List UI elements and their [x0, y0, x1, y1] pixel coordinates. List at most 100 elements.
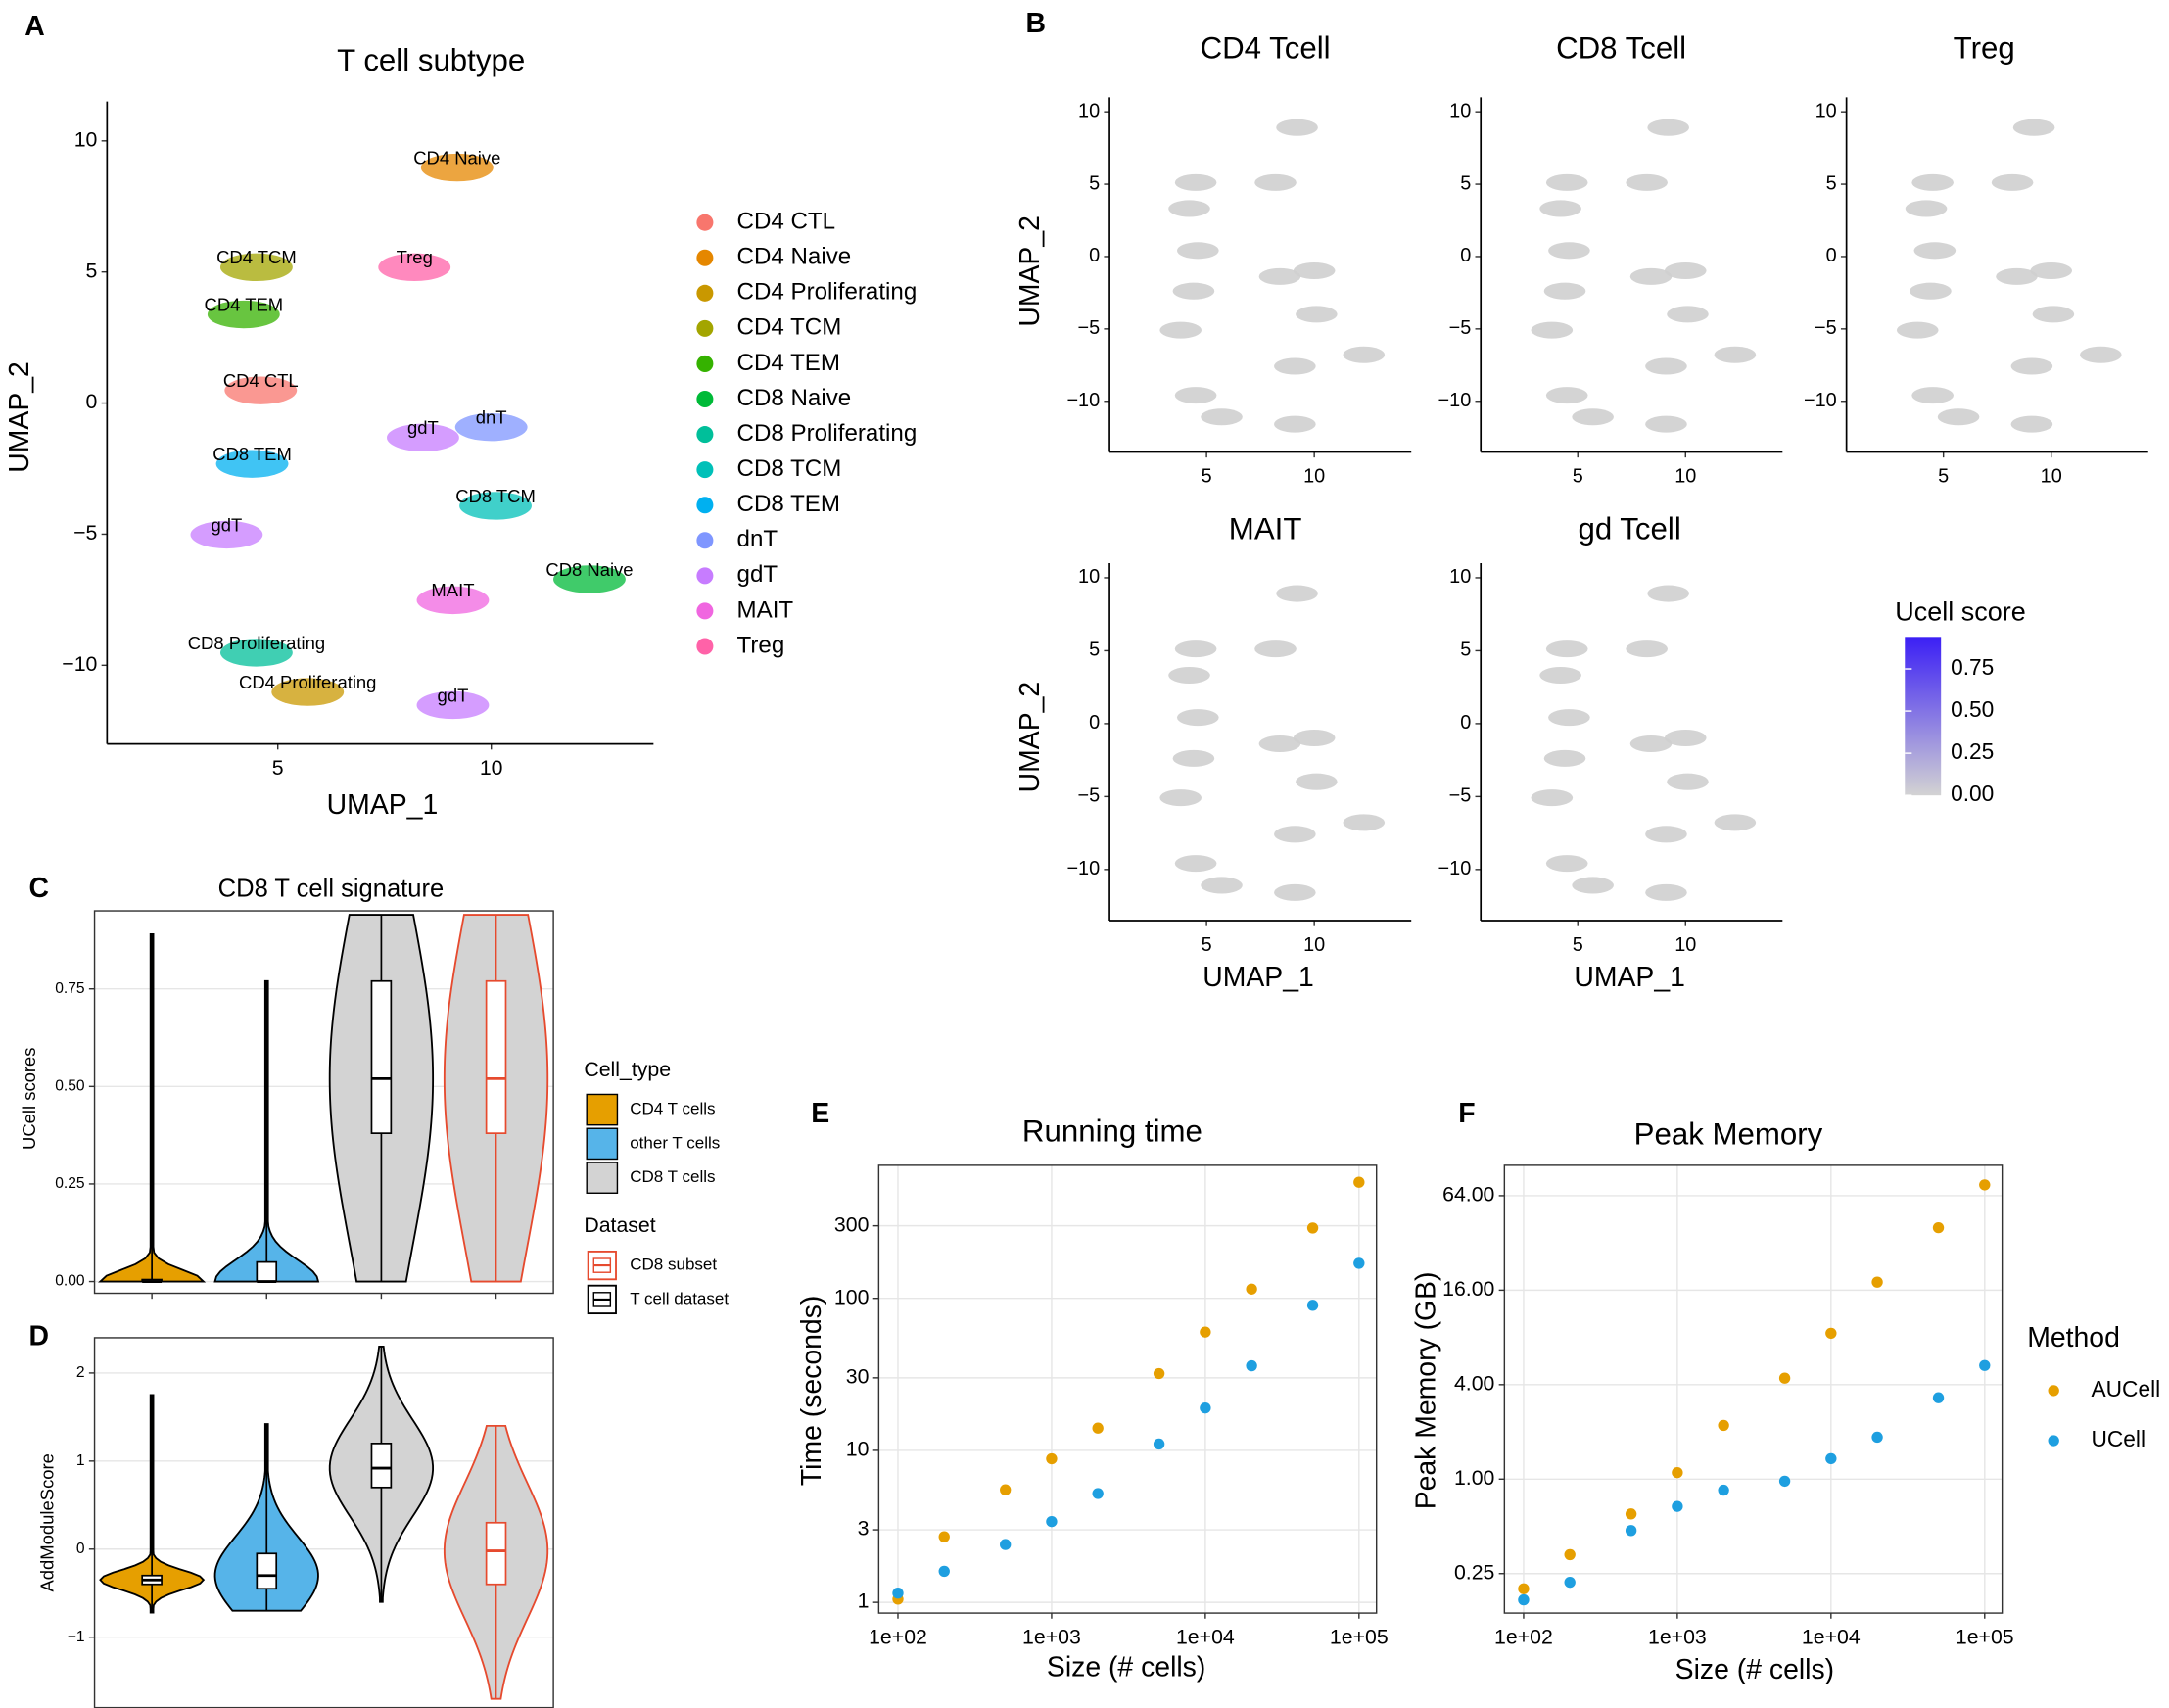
cluster-cloud: [553, 565, 626, 593]
x-tick-label: 10: [1674, 465, 1696, 487]
chart-title: CD4 Tcell: [1201, 30, 1331, 65]
cell-cloud: [1572, 877, 1614, 894]
y-tick-label: −10: [62, 652, 97, 676]
point: [1871, 1276, 1883, 1288]
cluster-label: MAIT: [431, 580, 474, 600]
x-tick-label: 1e+03: [1022, 1625, 1081, 1648]
cell-cloud: [1177, 709, 1219, 727]
legend-swatch: [2048, 1385, 2059, 1397]
point: [1000, 1484, 1012, 1495]
cluster-label: CD8 Proliferating: [188, 633, 325, 653]
cluster-label: CD8 TEM: [212, 444, 292, 464]
y-tick-label: −5: [1449, 785, 1472, 807]
cell-cloud: [1937, 408, 1980, 426]
point: [1046, 1515, 1058, 1528]
y-tick-label: 0: [1089, 245, 1100, 266]
plot-border: [93, 910, 554, 1295]
legend-swatch: [696, 214, 714, 231]
y-tick-label: −10: [1438, 390, 1472, 411]
y-tick-label: 1: [76, 1452, 85, 1469]
point: [1672, 1500, 1683, 1512]
y-tick-label: 0: [1460, 245, 1471, 266]
legend-title: Method: [2027, 1322, 2120, 1353]
legend-label: CD4 Proliferating: [737, 279, 918, 306]
legend-label: CD4 TEM: [737, 350, 840, 376]
cell-cloud: [1572, 408, 1614, 426]
x-tick-label: 1e+05: [1330, 1625, 1389, 1648]
y-tick-label: 0: [1089, 712, 1100, 734]
panel-letter: A: [24, 11, 44, 42]
y-tick-label: 30: [846, 1364, 870, 1388]
x-tick-label: 5: [1202, 934, 1212, 956]
cell-cloud: [1531, 321, 1574, 339]
point: [1871, 1431, 1883, 1444]
point: [1518, 1593, 1530, 1606]
cell-cloud: [2080, 346, 2122, 363]
cell-cloud: [2010, 415, 2053, 433]
cell-cloud: [1174, 173, 1217, 191]
y-tick-label: 10: [74, 127, 98, 151]
x-axis-label: Size (# cells): [1675, 1654, 1834, 1685]
y-tick-label: 10: [1078, 100, 1100, 121]
cell-cloud: [1296, 773, 1338, 790]
y-axis-label: Time (seconds): [796, 1296, 827, 1486]
legend-swatch: [696, 355, 714, 372]
cell-cloud: [1645, 883, 1687, 901]
panel-letter: D: [29, 1320, 50, 1352]
legend-swatch: [696, 497, 714, 514]
cell-cloud: [2032, 306, 2075, 323]
y-tick-label: 0.25: [1454, 1560, 1494, 1584]
cell-cloud: [1645, 826, 1687, 843]
colorbar-label: 0.00: [1951, 781, 1994, 806]
legend-label: dnT: [737, 526, 778, 552]
point: [1718, 1484, 1729, 1496]
y-axis-label: AddModuleScore: [37, 1453, 58, 1591]
cluster-cloud: [190, 520, 263, 549]
cell-cloud: [1258, 267, 1301, 285]
cell-cloud: [1664, 261, 1707, 280]
y-axis-label: UMAP_2: [1014, 682, 1046, 793]
colorbar: [1905, 637, 1942, 796]
legend-swatch: [696, 284, 714, 302]
cell-cloud: [1343, 814, 1386, 831]
box: [485, 1521, 507, 1586]
chart-title: Peak Memory: [1634, 1116, 1823, 1151]
legend-label: CD4 TCM: [737, 314, 842, 341]
point: [1200, 1326, 1211, 1338]
x-axis-label: UMAP_1: [1574, 962, 1685, 993]
cell-cloud: [1647, 585, 1689, 602]
y-axis-label: Peak Memory (GB): [1411, 1271, 1442, 1509]
cell-cloud: [1896, 321, 1939, 339]
colorbar-label: 0.75: [1951, 654, 1994, 680]
x-tick-label: 5: [272, 756, 284, 780]
y-tick-label: −5: [73, 521, 97, 545]
point: [1153, 1438, 1165, 1450]
y-tick-label: 3: [858, 1517, 870, 1541]
legend-swatch: [696, 602, 714, 620]
y-tick-label: −1: [68, 1629, 85, 1645]
cluster-cloud: [224, 376, 298, 404]
cluster-label: gdT: [407, 417, 439, 438]
legend-label: MAIT: [737, 596, 794, 623]
cell-cloud: [1911, 387, 1954, 404]
legend-label: CD8 Proliferating: [737, 420, 918, 447]
cluster-cloud: [271, 678, 345, 706]
cluster-cloud: [215, 450, 289, 478]
y-tick-label: 0: [1826, 245, 1837, 266]
legend-label: UCell: [2092, 1426, 2146, 1451]
legend-swatch: [696, 426, 714, 444]
y-tick-label: 5: [1826, 172, 1837, 194]
cell-cloud: [1254, 640, 1297, 658]
x-tick-label: 1e+02: [869, 1625, 927, 1648]
plot-background: [878, 1164, 1377, 1614]
y-tick-label: 0.00: [55, 1273, 85, 1290]
panel-letter: F: [1458, 1098, 1475, 1129]
cluster-label: CD4 Proliferating: [239, 672, 376, 692]
legend-swatch: [586, 1127, 619, 1161]
cell-cloud: [1293, 729, 1336, 747]
legend-swatch: [696, 567, 714, 585]
cell-cloud: [1911, 173, 1954, 191]
legend-label: gdT: [737, 561, 778, 588]
y-tick-label: 0: [86, 390, 98, 413]
